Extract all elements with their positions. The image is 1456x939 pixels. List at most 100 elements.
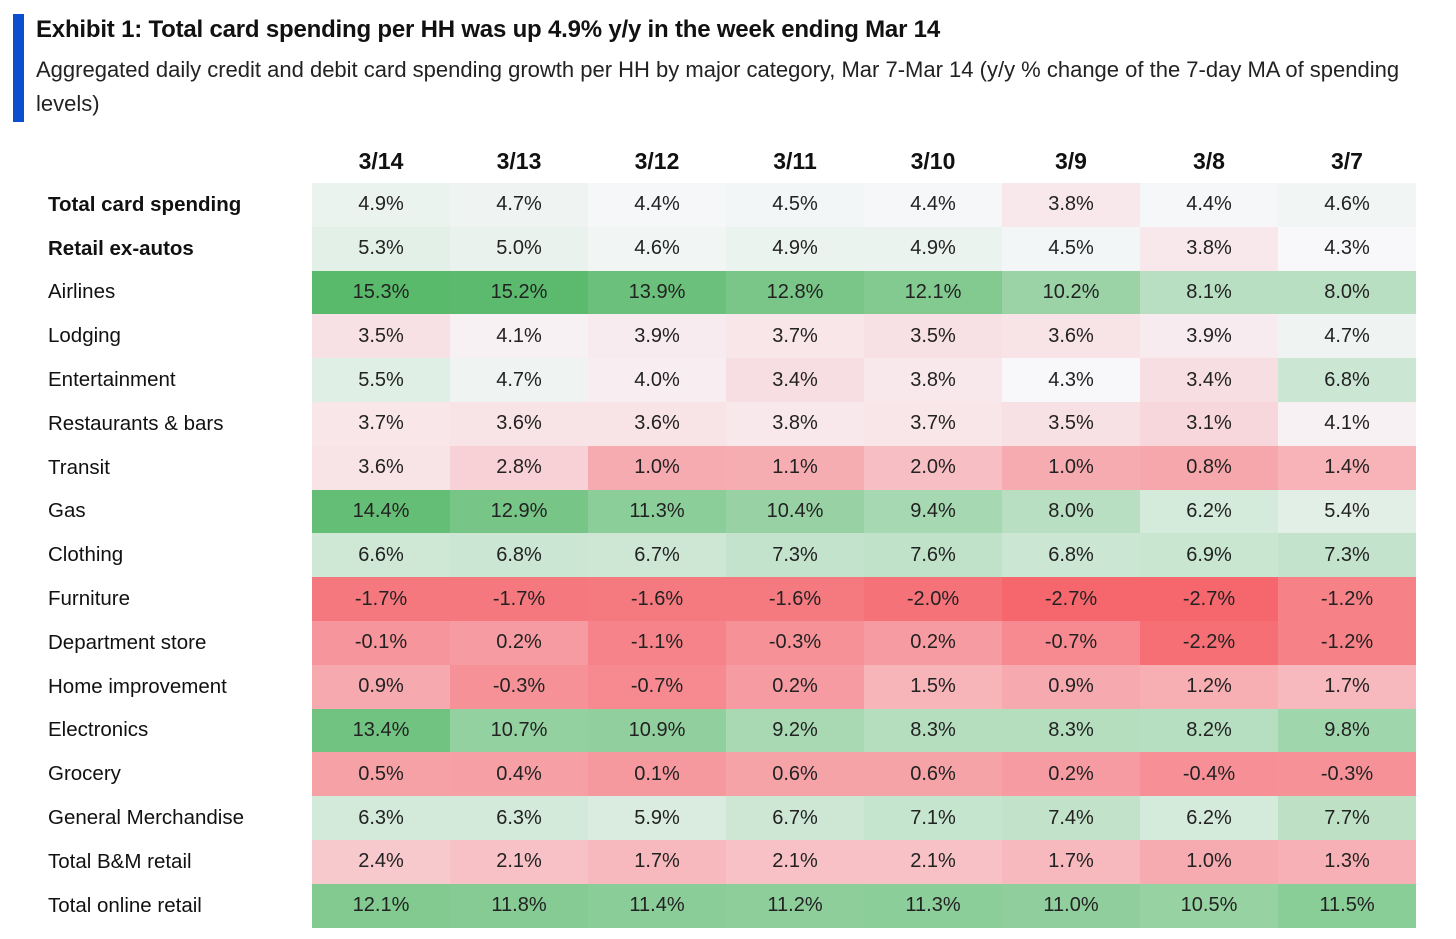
heat-cell: 9.8% xyxy=(1278,708,1416,753)
table-row: Lodging 3.5% 4.1% 3.9% 3.7% 3.5% 3.6% 3.9% 4.7% xyxy=(36,314,1416,359)
heat-cell: 11.4% xyxy=(588,883,726,928)
chart-subtitle: Aggregated daily credit and debit card s… xyxy=(36,57,1400,116)
heat-cell: 15.2% xyxy=(450,270,588,315)
heat-cell: 9.2% xyxy=(726,708,864,753)
table-row: Total card spending 4.9% 4.7% 4.4% 4.5% 4.4% 3… xyxy=(36,183,1416,227)
heat-cell: 4.9% xyxy=(726,226,864,271)
column-header: 3/7 xyxy=(1331,148,1363,174)
heat-cell: -2.7% xyxy=(1002,577,1140,621)
heat-cell: 4.6% xyxy=(1278,183,1416,227)
heat-cell: 7.6% xyxy=(864,533,1002,578)
row-label: Lodging xyxy=(36,314,312,359)
heat-cell: 2.1% xyxy=(450,839,588,884)
heat-cell: -1.1% xyxy=(588,620,726,665)
heat-cell: 6.2% xyxy=(1140,796,1278,840)
heat-cell: -1.2% xyxy=(1278,620,1416,665)
table-row: Electronics 13.4% 10.7% 10.9% 9.2% 8.3% 8.3% 8.… xyxy=(36,708,1416,753)
heat-cell: 4.4% xyxy=(588,183,726,227)
heat-cell: 3.4% xyxy=(726,358,864,402)
heat-cell: 4.5% xyxy=(1002,226,1140,271)
heat-cell: 10.9% xyxy=(588,708,726,753)
row-label: Gas xyxy=(36,489,312,534)
column-header: 3/9 xyxy=(1055,148,1087,174)
heat-cell: 3.7% xyxy=(726,314,864,359)
heat-cell: 12.8% xyxy=(726,270,864,315)
row-label: Transit xyxy=(36,445,312,490)
heat-cell: 3.6% xyxy=(1002,314,1140,359)
heat-cell: 2.8% xyxy=(450,445,588,490)
heat-cell: -0.4% xyxy=(1140,752,1278,797)
heat-cell: -0.3% xyxy=(450,664,588,709)
heat-cell: 1.7% xyxy=(588,839,726,884)
table-row: Furniture -1.7% -1.7% -1.6% -1.6% -2.0% -2.7% -… xyxy=(36,577,1416,621)
heat-cell: 5.3% xyxy=(312,226,450,271)
heat-cell: 1.3% xyxy=(1278,839,1416,884)
heat-cell: 2.1% xyxy=(864,839,1002,884)
heat-cell: 3.1% xyxy=(1140,401,1278,446)
row-label: Furniture xyxy=(36,577,312,621)
heat-cell: 8.2% xyxy=(1140,708,1278,753)
row-label: Retail ex-autos xyxy=(36,226,312,271)
heat-cell: 4.0% xyxy=(588,358,726,402)
heat-cell: 6.3% xyxy=(450,796,588,840)
heat-cell: 0.9% xyxy=(1002,664,1140,709)
row-label: Total online retail xyxy=(36,883,312,928)
heat-cell: 7.4% xyxy=(1002,796,1140,840)
heat-cell: 3.7% xyxy=(312,401,450,446)
heat-cell: 3.8% xyxy=(1140,226,1278,271)
heat-cell: 6.7% xyxy=(588,533,726,578)
heat-cell: 11.3% xyxy=(864,883,1002,928)
heat-cell: -1.2% xyxy=(1278,577,1416,621)
corner-cell xyxy=(36,140,312,183)
heat-cell: 3.5% xyxy=(1002,401,1140,446)
heat-cell: 6.8% xyxy=(450,533,588,578)
heat-cell: 4.9% xyxy=(312,183,450,227)
heat-cell: 7.1% xyxy=(864,796,1002,840)
heat-cell: 10.2% xyxy=(1002,270,1140,315)
row-label: Restaurants & bars xyxy=(36,401,312,446)
heat-cell: 4.3% xyxy=(1278,226,1416,271)
table-row: Transit 3.6% 2.8% 1.0% 1.1% 2.0% 1.0% 0.8% 1.4% xyxy=(36,445,1416,490)
row-label: Total B&M retail xyxy=(36,839,312,884)
heat-cell: -0.7% xyxy=(1002,620,1140,665)
table-row: Entertainment 5.5% 4.7% 4.0% 3.4% 3.8% 4.3% 3.4… xyxy=(36,358,1416,402)
heat-cell: 3.4% xyxy=(1140,358,1278,402)
column-header: 3/8 xyxy=(1193,148,1225,174)
heat-cell: 0.2% xyxy=(1002,752,1140,797)
heat-cell: -2.0% xyxy=(864,577,1002,621)
heat-cell: -1.7% xyxy=(450,577,588,621)
chart-title: Exhibit 1: Total card spending per HH wa… xyxy=(36,16,940,43)
heat-cell: 4.7% xyxy=(1278,314,1416,359)
heat-cell: 4.1% xyxy=(450,314,588,359)
heat-cell: -1.7% xyxy=(312,577,450,621)
heat-cell: 3.9% xyxy=(588,314,726,359)
heat-cell: 6.7% xyxy=(726,796,864,840)
heat-cell: 12.1% xyxy=(312,883,450,928)
heat-cell: 0.8% xyxy=(1140,445,1278,490)
heat-cell: 8.3% xyxy=(1002,708,1140,753)
table-row: Restaurants & bars 3.7% 3.6% 3.6% 3.8% 3.7% 3.… xyxy=(36,401,1416,446)
heat-cell: 4.9% xyxy=(864,226,1002,271)
heat-cell: 6.8% xyxy=(1002,533,1140,578)
row-label: Airlines xyxy=(36,270,312,315)
heat-cell: 6.6% xyxy=(312,533,450,578)
heat-cell: 11.2% xyxy=(726,883,864,928)
heat-cell: -2.2% xyxy=(1140,620,1278,665)
heatmap-table: 3/14 3/13 3/12 3/11 3/10 3/9 3/8 3/7 Total card… xyxy=(36,140,1416,928)
column-header: 3/12 xyxy=(634,148,680,174)
heat-cell: 11.5% xyxy=(1278,883,1416,928)
heat-cell: 5.9% xyxy=(588,796,726,840)
heat-cell: 11.3% xyxy=(588,489,726,534)
row-label: Clothing xyxy=(36,533,312,578)
heat-cell: 1.7% xyxy=(1278,664,1416,709)
heat-cell: 4.7% xyxy=(450,183,588,227)
heat-cell: 4.3% xyxy=(1002,358,1140,402)
heat-cell: 12.1% xyxy=(864,270,1002,315)
heat-cell: 11.0% xyxy=(1002,883,1140,928)
heat-cell: 0.9% xyxy=(312,664,450,709)
heat-cell: 0.5% xyxy=(312,752,450,797)
heat-cell: 3.8% xyxy=(1002,183,1140,227)
heat-cell: 1.0% xyxy=(588,445,726,490)
heat-cell: 4.4% xyxy=(864,183,1002,227)
heat-cell: -2.7% xyxy=(1140,577,1278,621)
